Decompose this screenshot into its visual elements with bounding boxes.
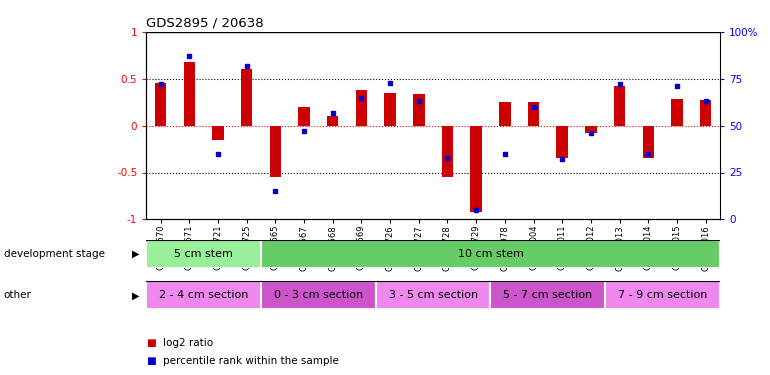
Bar <box>155 84 166 126</box>
Bar <box>261 240 720 268</box>
Bar <box>327 116 339 126</box>
Bar <box>671 99 683 126</box>
Text: 10 cm stem: 10 cm stem <box>457 249 524 259</box>
Text: log2 ratio: log2 ratio <box>163 338 213 348</box>
Bar <box>413 94 424 126</box>
Bar <box>490 281 605 309</box>
Bar <box>614 86 625 126</box>
Bar <box>356 90 367 126</box>
Text: 7 - 9 cm section: 7 - 9 cm section <box>618 290 708 300</box>
Bar <box>384 93 396 126</box>
Bar <box>585 126 597 133</box>
Text: ■: ■ <box>146 338 156 348</box>
Text: ▶: ▶ <box>132 249 140 259</box>
Text: GDS2895 / 20638: GDS2895 / 20638 <box>146 16 264 29</box>
Bar <box>499 102 511 126</box>
Text: 2 - 4 cm section: 2 - 4 cm section <box>159 290 249 300</box>
Bar <box>470 126 482 212</box>
Bar <box>241 69 253 126</box>
Bar <box>183 62 195 126</box>
Text: ■: ■ <box>146 356 156 366</box>
Text: percentile rank within the sample: percentile rank within the sample <box>163 356 339 366</box>
Text: other: other <box>4 291 32 300</box>
Bar <box>270 126 281 177</box>
Bar <box>298 107 310 126</box>
Bar <box>261 281 376 309</box>
Text: 0 - 3 cm section: 0 - 3 cm section <box>274 290 363 300</box>
Bar <box>146 281 261 309</box>
Bar <box>146 240 261 268</box>
Text: 5 cm stem: 5 cm stem <box>174 249 233 259</box>
Text: 5 - 7 cm section: 5 - 7 cm section <box>504 290 592 300</box>
Text: ▶: ▶ <box>132 291 140 300</box>
Text: development stage: development stage <box>4 249 105 259</box>
Bar <box>442 126 454 177</box>
Bar <box>700 100 711 126</box>
Bar <box>213 126 224 140</box>
Bar <box>557 126 568 158</box>
Bar <box>376 281 490 309</box>
Bar <box>642 126 654 158</box>
Bar <box>527 102 539 126</box>
Bar <box>605 281 720 309</box>
Text: 3 - 5 cm section: 3 - 5 cm section <box>389 290 477 300</box>
